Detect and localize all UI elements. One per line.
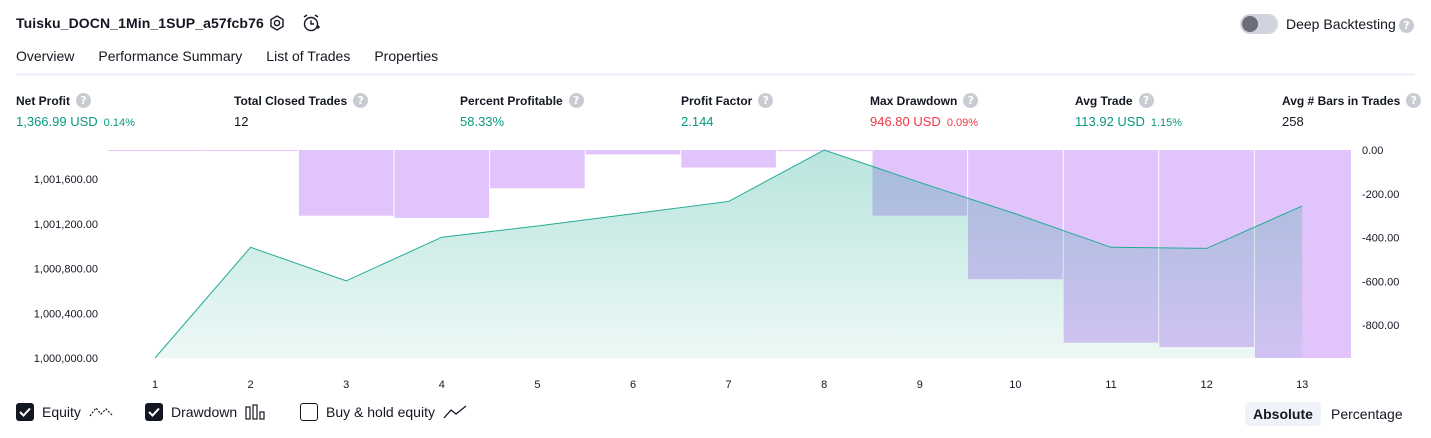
x-tick-label: 2 bbox=[248, 379, 254, 391]
info-icon[interactable]: ? bbox=[963, 93, 979, 108]
alarm-clock-icon[interactable] bbox=[300, 12, 322, 34]
y-right-tick-label: 0.00 bbox=[1362, 145, 1383, 157]
y-left-tick-label: 1,000,400.00 bbox=[34, 308, 98, 320]
info-icon[interactable]: ? bbox=[1138, 93, 1154, 108]
equity-checkbox[interactable] bbox=[16, 403, 34, 421]
metric-value: 1,366.99 USD bbox=[16, 114, 98, 129]
y-left-tick-label: 1,000,800.00 bbox=[34, 264, 98, 276]
metric-label: Max Drawdown bbox=[870, 93, 958, 108]
x-tick-label: 13 bbox=[1296, 379, 1308, 391]
tab-bar: Overview Performance Summary List of Tra… bbox=[16, 48, 439, 76]
x-tick-label: 8 bbox=[821, 379, 827, 391]
x-tick-label: 7 bbox=[726, 379, 732, 391]
buyhold-line-icon bbox=[443, 405, 467, 419]
settings-icon[interactable] bbox=[266, 12, 288, 34]
metric-label: Profit Factor bbox=[681, 93, 753, 108]
metric-value: 58.33% bbox=[460, 114, 505, 129]
drawdown-bar bbox=[298, 150, 394, 216]
info-icon[interactable]: ? bbox=[76, 93, 91, 108]
deep-backtesting-toggle[interactable] bbox=[1240, 14, 1278, 34]
help-icon[interactable]: ? bbox=[1399, 18, 1414, 33]
metric-percent: 1.15% bbox=[1150, 117, 1183, 129]
tab-list-of-trades[interactable]: List of Trades bbox=[266, 48, 351, 64]
tab-properties[interactable]: Properties bbox=[374, 48, 439, 64]
metric-value: 12 bbox=[234, 114, 249, 129]
x-axis: 1 2 3 4 5 6 7 8 9 10 11 12 13 bbox=[152, 379, 1308, 391]
metric-net-profit: Net Profit? 1,366.99 USD 0.14% bbox=[16, 93, 135, 129]
equity-fill bbox=[155, 150, 1303, 358]
y-left-tick-label: 1,001,200.00 bbox=[34, 219, 98, 231]
metric-total-closed-trades: Total Closed Trades? 12 bbox=[234, 93, 369, 129]
y-right-tick-label: -800.00 bbox=[1362, 320, 1399, 332]
metric-value: 2.144 bbox=[681, 114, 714, 129]
drawdown-bar bbox=[394, 150, 490, 218]
right-axis: 0.00 -200.00 -400.00 -600.00 -800.00 bbox=[1362, 145, 1399, 332]
metric-avg-bars: Avg # Bars in Trades? 258 bbox=[1282, 93, 1422, 129]
equity-area bbox=[154, 149, 1303, 359]
metric-percent-profitable: Percent Profitable? 58.33% bbox=[460, 93, 584, 129]
metric-label: Avg Trade bbox=[1075, 93, 1133, 108]
drawdown-label: Drawdown bbox=[171, 404, 238, 420]
toggle-knob bbox=[1242, 16, 1258, 32]
x-tick-label: 1 bbox=[152, 379, 158, 391]
x-tick-label: 3 bbox=[343, 379, 349, 391]
tab-divider bbox=[16, 73, 1415, 76]
deep-backtesting-label: Deep Backtesting bbox=[1286, 16, 1396, 32]
info-icon[interactable]: ? bbox=[1406, 93, 1422, 108]
tab-performance-summary[interactable]: Performance Summary bbox=[98, 48, 243, 64]
metric-profit-factor: Profit Factor? 2.144 bbox=[681, 93, 774, 129]
buyhold-checkbox[interactable] bbox=[300, 403, 318, 421]
drawdown-bar bbox=[681, 150, 776, 168]
legend-equity[interactable]: Equity bbox=[16, 403, 113, 421]
equity-line bbox=[154, 149, 1303, 359]
tab-overview[interactable]: Overview bbox=[16, 48, 75, 76]
drawdown-bar bbox=[585, 150, 681, 155]
x-tick-label: 6 bbox=[630, 379, 636, 391]
x-tick-label: 5 bbox=[534, 379, 540, 391]
x-tick-label: 10 bbox=[1009, 379, 1021, 391]
equity-line-icon bbox=[89, 407, 113, 417]
x-tick-label: 4 bbox=[439, 379, 445, 391]
equity-drawdown-chart[interactable]: 1,000,000.00 1,000,400.00 1,000,800.00 1,00… bbox=[0, 140, 1431, 395]
x-tick-label: 9 bbox=[917, 379, 923, 391]
drawdown-checkbox[interactable] bbox=[145, 403, 163, 421]
legend-buyhold[interactable]: Buy & hold equity bbox=[300, 403, 467, 421]
y-right-tick-label: -400.00 bbox=[1362, 233, 1399, 245]
drawdown-bar bbox=[490, 150, 585, 189]
metric-percent: 0.09% bbox=[946, 117, 979, 129]
drawdown-bars-icon bbox=[245, 404, 265, 420]
metric-label: Avg # Bars in Trades bbox=[1282, 93, 1401, 108]
left-axis: 1,000,000.00 1,000,400.00 1,000,800.00 1,00… bbox=[34, 174, 98, 365]
metric-label: Net Profit bbox=[16, 93, 70, 108]
drawdown-bar bbox=[203, 150, 298, 151]
y-left-tick-label: 1,000,000.00 bbox=[34, 353, 98, 365]
metric-value: 258 bbox=[1282, 114, 1304, 129]
x-tick-label: 12 bbox=[1200, 379, 1212, 391]
y-right-tick-label: -600.00 bbox=[1362, 276, 1399, 288]
metric-max-drawdown: Max Drawdown? 946.80 USD 0.09% bbox=[870, 93, 979, 129]
metric-label: Total Closed Trades bbox=[234, 93, 348, 108]
x-tick-label: 11 bbox=[1105, 379, 1116, 391]
drawdown-bar bbox=[108, 150, 203, 151]
absolute-button[interactable]: Absolute bbox=[1245, 402, 1321, 426]
equity-label: Equity bbox=[42, 404, 81, 420]
info-icon[interactable]: ? bbox=[568, 93, 584, 108]
metric-percent: 0.14% bbox=[103, 117, 135, 129]
metric-label: Percent Profitable bbox=[460, 93, 563, 108]
y-right-tick-label: -200.00 bbox=[1362, 189, 1399, 201]
metric-value: 113.92 USD bbox=[1075, 114, 1145, 129]
metric-value: 946.80 USD bbox=[870, 114, 941, 129]
metric-avg-trade: Avg Trade? 113.92 USD 1.15% bbox=[1075, 93, 1182, 129]
info-icon[interactable]: ? bbox=[758, 93, 774, 108]
buyhold-label: Buy & hold equity bbox=[326, 404, 435, 420]
strategy-title: Tuisku_DOCN_1Min_1SUP_a57fcb76 bbox=[16, 15, 264, 31]
legend-drawdown[interactable]: Drawdown bbox=[145, 403, 267, 421]
percentage-button[interactable]: Percentage bbox=[1331, 406, 1403, 422]
y-left-tick-label: 1,001,600.00 bbox=[34, 174, 98, 186]
info-icon[interactable]: ? bbox=[353, 93, 369, 108]
